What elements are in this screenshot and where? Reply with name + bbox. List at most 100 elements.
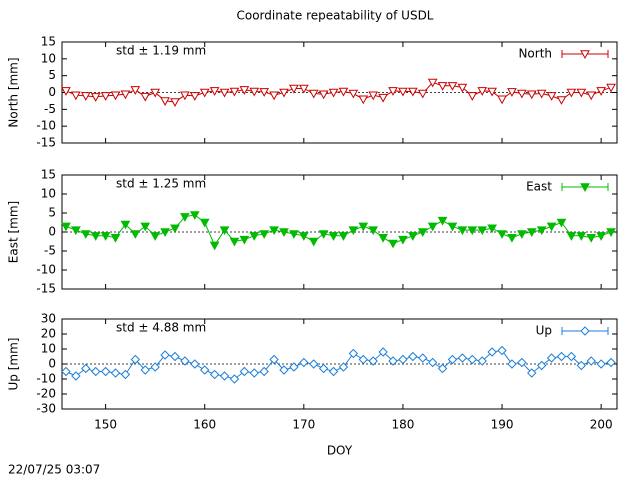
data-point [437, 363, 448, 374]
y-tick-label: 15 [41, 168, 56, 182]
data-point [140, 365, 150, 375]
data-point [80, 230, 91, 239]
data-point [90, 232, 101, 241]
data-point [299, 357, 309, 368]
data-point [358, 95, 369, 105]
chart-title: Coordinate repeatability of USDL [236, 9, 433, 23]
data-point [200, 365, 210, 375]
data-point [467, 226, 478, 236]
y-tick-label: 20 [41, 327, 56, 341]
y-tick-label: 10 [41, 187, 56, 201]
data-point [80, 92, 91, 101]
data-point [328, 88, 339, 98]
data-point [507, 234, 517, 243]
data-point [199, 218, 210, 228]
data-point [467, 92, 478, 101]
data-point [61, 366, 71, 377]
data-point [298, 84, 309, 94]
data-point [318, 90, 329, 100]
data-point [209, 369, 220, 380]
data-point [517, 357, 527, 368]
data-point [427, 78, 438, 88]
data-point [556, 351, 567, 362]
y-tick-label: 5 [48, 206, 56, 220]
data-point [219, 371, 230, 381]
data-point [417, 228, 428, 238]
data-point [209, 241, 220, 251]
y-tick-label: 0 [48, 357, 56, 371]
data-point [120, 220, 131, 230]
data-point [427, 222, 438, 232]
data-point [190, 359, 200, 369]
data-point [457, 226, 468, 236]
data-point [229, 87, 240, 97]
data-point [477, 226, 488, 236]
plot-frame [61, 318, 618, 410]
x-axis-label: DOY [327, 444, 353, 458]
y-tick-label: -10 [36, 372, 56, 386]
data-point [517, 230, 527, 239]
data-point [477, 356, 487, 366]
data-point [328, 232, 339, 241]
data-point [269, 91, 279, 101]
data-point [536, 89, 547, 99]
data-point [239, 235, 250, 245]
data-point [308, 89, 319, 99]
data-point [586, 91, 597, 101]
data-point [427, 357, 438, 368]
data-point [249, 232, 260, 241]
data-point [497, 95, 507, 105]
y-tick-label: 10 [41, 51, 56, 65]
data-point [160, 350, 170, 360]
data-point [71, 371, 81, 381]
data-point [308, 237, 319, 247]
data-point [556, 218, 567, 228]
legend-label: Up [536, 324, 552, 338]
data-point [556, 96, 567, 105]
data-point [517, 89, 527, 99]
y-tick-label: 30 [41, 312, 56, 326]
data-point [81, 363, 91, 374]
data-point [447, 82, 458, 91]
data-point [576, 88, 587, 98]
y-axis-label: Up [mm] [7, 338, 21, 391]
data-point [447, 354, 458, 365]
legend-marker [580, 183, 590, 193]
data-point [150, 88, 161, 98]
plot-frame [61, 41, 618, 144]
data-point [497, 230, 507, 239]
data-point [180, 356, 190, 366]
x-tick-label: 190 [491, 418, 514, 432]
data-point [189, 92, 200, 101]
data-point [388, 239, 398, 249]
data-point [606, 83, 616, 93]
y-tick-label: -10 [36, 119, 56, 133]
data-point [259, 230, 270, 239]
data-point [437, 216, 448, 226]
data-point [497, 345, 507, 356]
data-point [110, 91, 121, 101]
data-point [536, 360, 547, 371]
data-point [546, 92, 557, 101]
data-point [289, 230, 299, 239]
x-tick-label: 180 [391, 418, 414, 432]
y-tick-label: -20 [36, 387, 56, 401]
data-point [229, 374, 240, 384]
data-point [457, 83, 468, 93]
y-axis-label: East [mm] [7, 201, 21, 263]
data-point [546, 353, 557, 363]
data-point [160, 97, 170, 106]
data-point [388, 87, 398, 96]
data-point [437, 82, 448, 91]
data-point [170, 224, 180, 234]
y-tick-label: -15 [36, 136, 56, 150]
data-point [71, 91, 81, 101]
data-point [61, 222, 71, 232]
data-point [596, 232, 606, 241]
data-point [596, 87, 606, 96]
data-point [368, 356, 378, 366]
data-point [358, 222, 369, 232]
data-point [447, 222, 458, 232]
